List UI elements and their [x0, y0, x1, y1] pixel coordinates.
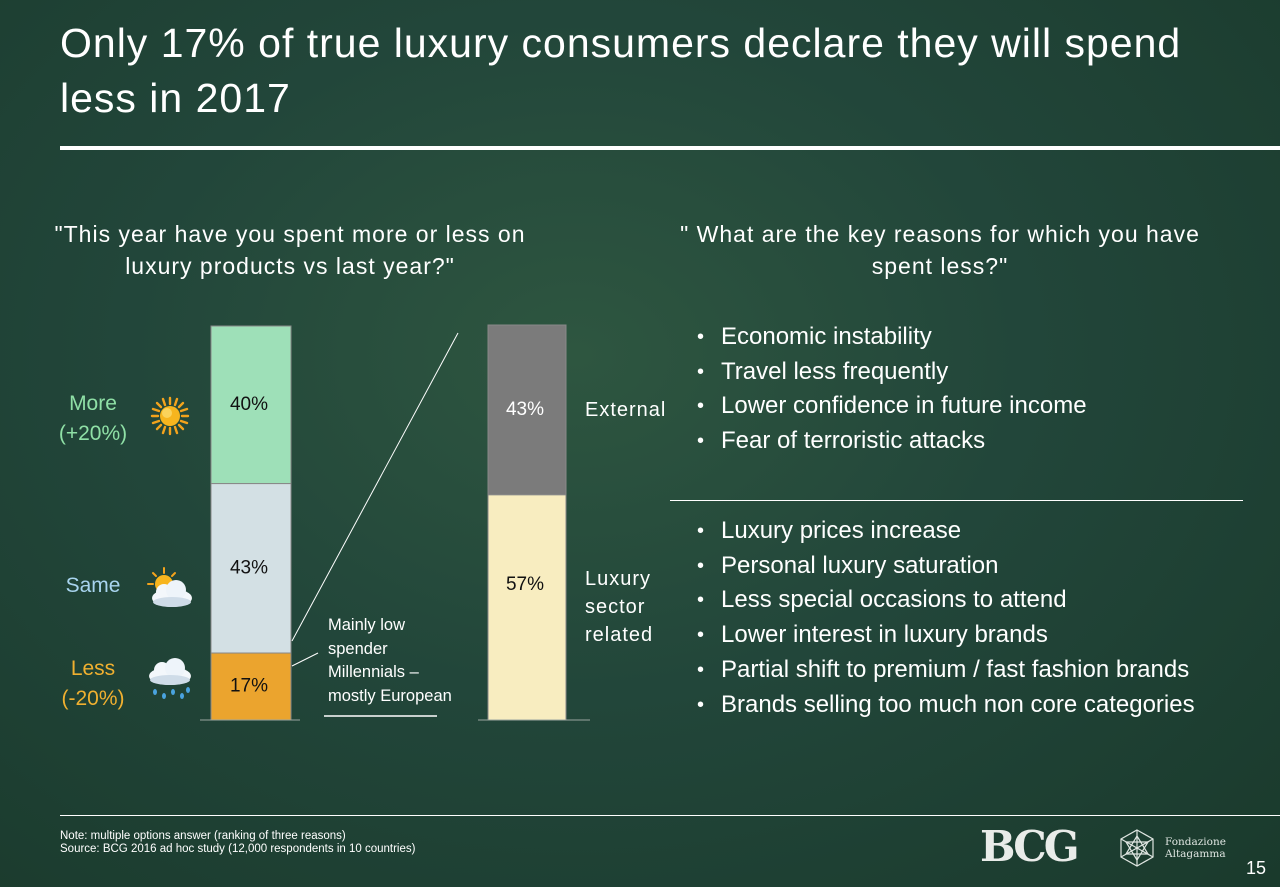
question-left: "This year have you spent more or less o… — [54, 221, 526, 279]
bar-segment-same — [210, 483, 292, 654]
legend-same-label: Same — [65, 574, 121, 597]
legend-more: More (+20%) — [52, 389, 134, 449]
legend-more-range: (+20%) — [58, 422, 128, 445]
question-right: " What are the key reasons for which you… — [680, 221, 1200, 279]
bar-segment-luxury-sector-related — [487, 494, 567, 721]
reasons-divider — [670, 500, 1243, 501]
legend-less-label: Less — [70, 657, 116, 680]
bar-segment-external — [487, 324, 567, 496]
footer-divider — [60, 815, 1280, 816]
footer-source: Source: BCG 2016 ad hoc study (12,000 re… — [60, 843, 416, 855]
annotation-line-3: Millennials – — [328, 663, 419, 681]
list-item: Travel less frequently — [693, 355, 1087, 390]
list-item: Lower confidence in future income — [693, 389, 1087, 424]
list-item: Less special occasions to attend — [693, 583, 1195, 618]
annotation-line-2: spender — [328, 639, 388, 658]
bar-segment-more — [210, 325, 292, 485]
data-label-same: 43% — [230, 557, 268, 578]
bcg-logo: BCG — [980, 822, 1080, 871]
chart-reasons-split: 43% 57% — [478, 324, 590, 721]
altagamma-logo-icon — [1120, 829, 1154, 867]
list-item: Brands selling too much non core categor… — [693, 688, 1195, 723]
category-luxury-line-2: sector — [585, 596, 646, 618]
list-item: Partial shift to premium / fast fashion … — [693, 653, 1195, 688]
list-item: Fear of terroristic attacks — [693, 424, 1087, 459]
connector-line-bottom — [291, 652, 319, 667]
legend-more-label: More — [69, 392, 117, 415]
data-label-more: 40% — [230, 394, 268, 415]
category-external-label: External — [585, 399, 667, 421]
chart-spend-change: 40% 43% 17% — [200, 325, 300, 721]
fondazione-line-1: Fondazione — [1165, 836, 1226, 848]
list-item: Personal luxury saturation — [693, 549, 1195, 584]
legend-less-range: (-20%) — [61, 687, 125, 710]
bar-segment-less — [210, 652, 292, 721]
reasons-external-list: Economic instability Travel less frequen… — [693, 320, 1087, 459]
fondazione-logo-text: Fondazione Altagamma — [1165, 836, 1226, 860]
title-divider — [60, 146, 1280, 150]
footer-note: Note: multiple options answer (ranking o… — [60, 830, 346, 842]
rain-cloud-icon — [149, 658, 191, 699]
list-item: Economic instability — [693, 320, 1087, 355]
category-luxury-line-1: Luxury — [585, 568, 652, 590]
annotation-line-1: Mainly low — [328, 616, 406, 634]
data-label-external: 43% — [506, 399, 544, 420]
annotation-line-4: mostly European — [328, 686, 452, 705]
category-luxury-label: Luxury sector related — [585, 565, 653, 649]
data-label-luxury-sector-related: 57% — [506, 574, 544, 595]
reasons-luxury-list: Luxury prices increase Personal luxury s… — [693, 514, 1195, 722]
category-luxury-line-3: related — [585, 624, 654, 646]
list-item: Lower interest in luxury brands — [693, 618, 1195, 653]
list-item: Luxury prices increase — [693, 514, 1195, 549]
footer-notes: Note: multiple options answer (ranking o… — [60, 830, 415, 856]
legend-less: Less (-20%) — [52, 654, 134, 714]
data-label-less: 17% — [230, 676, 268, 697]
annotation-text: Mainly low spender Millennials – mostly … — [328, 614, 452, 708]
partly-cloudy-icon — [147, 567, 192, 607]
connector-line-top — [291, 332, 459, 642]
sun-icon — [150, 396, 190, 436]
page-number: 15 — [1246, 858, 1267, 878]
page-title: Only 17% of true luxury consumers declar… — [60, 20, 1182, 121]
fondazione-line-2: Altagamma — [1165, 848, 1226, 860]
